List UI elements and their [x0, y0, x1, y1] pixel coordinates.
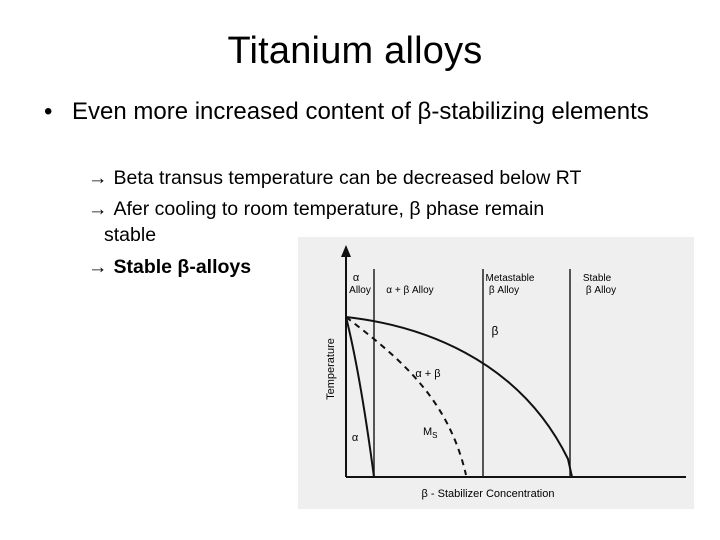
sub-point-3: → Stable β-alloys [88, 255, 251, 279]
sub-point-2-continued: stable [104, 224, 157, 246]
beta-transus-curve [345, 316, 573, 478]
label-stable-2: β Alloy [586, 285, 616, 296]
region-label-ms: MS [423, 426, 438, 440]
alpha-solvus-curve [345, 316, 375, 478]
label-metastable-2: β Alloy [489, 285, 519, 296]
sub-point-2: → Afer cooling to room temperature, β pha… [88, 197, 544, 221]
label-alpha-alloy-2: Alloy [349, 285, 371, 296]
slide-title: Titanium alloys [227, 30, 483, 72]
phase-diagram-svg: α Alloy α + β Alloy Metastable β Alloy S… [325, 245, 686, 500]
main-bullet: • Even more increased content of β-stabi… [44, 97, 664, 127]
bullet-dot: • [44, 98, 53, 125]
sub-point-1-text: Beta transus temperature can be decrease… [113, 167, 582, 189]
arrow-icon: → [88, 256, 108, 278]
y-axis-label: Temperature [325, 338, 337, 400]
label-alpha-alloy-1: α [353, 272, 360, 284]
region-label-alpha-beta: α + β [415, 368, 440, 380]
label-metastable-1: Metastable [486, 273, 535, 284]
sub-point-2-text: Afer cooling to room temperature, β phas… [113, 198, 545, 220]
arrow-icon: → [88, 167, 108, 189]
ms-main: M [423, 426, 432, 438]
arrow-icon: → [88, 198, 108, 220]
sub-point-3-text: Stable β-alloys [113, 256, 252, 278]
main-bullet-text: Even more increased content of β-stabili… [72, 98, 649, 125]
phase-diagram-figure: α Alloy α + β Alloy Metastable β Alloy S… [298, 237, 694, 509]
sub-point-1: → Beta transus temperature can be decreas… [88, 166, 581, 190]
region-label-alpha: α [352, 432, 359, 444]
ms-subscript: S [432, 431, 437, 440]
y-axis-arrowhead [341, 245, 351, 257]
label-stable-1: Stable [583, 273, 612, 284]
region-label-beta: β [492, 324, 499, 338]
ms-dashed-curve [345, 316, 467, 476]
x-axis-label: β - Stabilizer Concentration [422, 488, 555, 500]
label-alpha-beta-alloy: α + β Alloy [386, 285, 433, 296]
